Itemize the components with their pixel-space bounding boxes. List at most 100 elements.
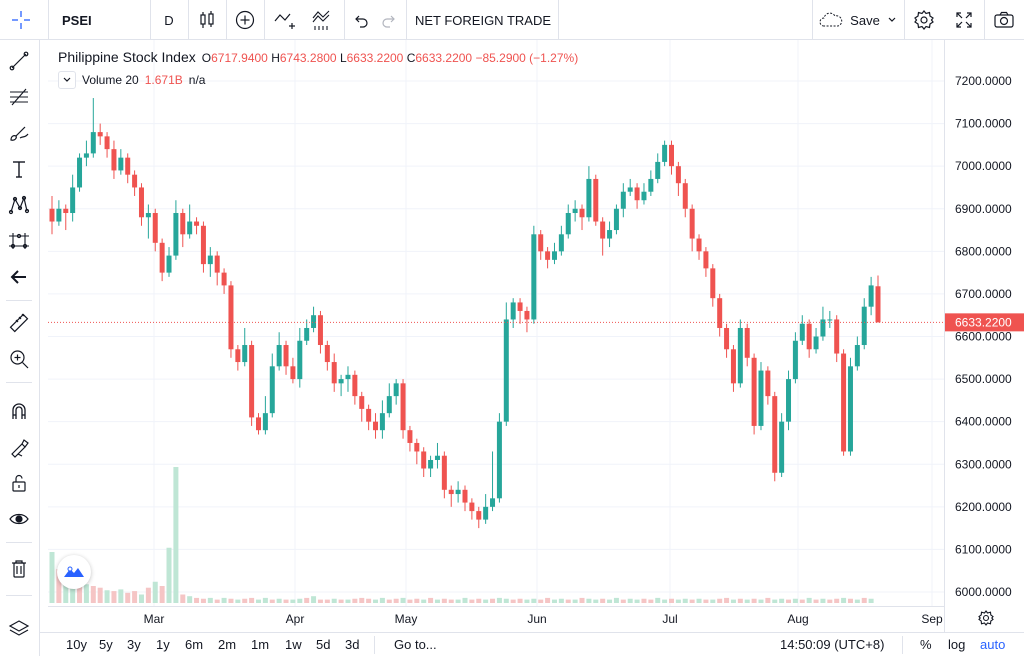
ruler-icon[interactable] — [2, 308, 36, 338]
chart-pane[interactable]: 7200.0000 7100.0000 7000.0000 6900.0000 6800… — [48, 40, 1024, 632]
text-icon[interactable] — [2, 154, 36, 184]
range-1m[interactable]: 1m — [251, 637, 270, 652]
fullscreen-icon[interactable] — [946, 0, 982, 40]
tradingview-logo-icon[interactable] — [57, 555, 91, 589]
candle-body — [579, 208, 585, 218]
brush-icon[interactable] — [2, 118, 36, 148]
candle-body — [194, 221, 200, 226]
camera-icon[interactable] — [986, 0, 1022, 40]
candle-body — [180, 213, 186, 235]
candle-body — [476, 511, 482, 520]
compare-add-icon[interactable] — [228, 0, 262, 40]
volume-bar — [503, 598, 509, 603]
range-1w[interactable]: 1w — [285, 637, 302, 652]
candle-body — [717, 298, 723, 328]
indicators-icon[interactable] — [268, 0, 304, 40]
templates-icon[interactable] — [306, 0, 342, 40]
symbol-search-button[interactable]: PSEI — [54, 0, 100, 40]
range-5d[interactable]: 5d — [316, 637, 331, 652]
crosshair-cursor-icon[interactable] — [2, 0, 40, 40]
candle-body — [173, 213, 179, 256]
fib-retracement-icon[interactable] — [2, 82, 36, 112]
volume-bar — [338, 599, 344, 603]
axis-settings-gear-icon[interactable] — [978, 610, 994, 626]
candle-body — [132, 174, 138, 188]
auto-scale-toggle[interactable]: auto — [980, 637, 1006, 652]
pattern-icon[interactable] — [2, 190, 36, 220]
volume-bar — [483, 599, 489, 603]
timezone-clock[interactable]: 14:50:09 (UTC+8) — [780, 637, 885, 652]
indicator-label: NET FOREIGN TRADE — [414, 12, 552, 28]
range-5y[interactable]: 5y — [99, 637, 113, 652]
candle-body — [228, 285, 234, 350]
interval-button[interactable]: D — [152, 0, 186, 40]
candlestick-chart[interactable]: 7200.0000 7100.0000 7000.0000 6900.0000 6800… — [48, 40, 1024, 632]
percent-scale-toggle[interactable]: % — [920, 637, 932, 652]
candle-body — [235, 349, 241, 363]
range-3y[interactable]: 3y — [127, 637, 141, 652]
volume-bar — [579, 597, 585, 603]
volume-bar — [70, 577, 76, 603]
price-axis-label: 6800.0000 — [955, 244, 1012, 258]
volume-bar — [724, 597, 730, 603]
last-price-badge — [945, 313, 1024, 332]
volume-bar — [242, 598, 248, 603]
range-10y[interactable]: 10y — [66, 637, 87, 652]
candle-body — [875, 286, 881, 323]
indicator-button[interactable]: NET FOREIGN TRADE — [408, 0, 558, 40]
volume-bar — [97, 587, 103, 603]
volume-bar — [304, 597, 310, 603]
candle-body — [145, 213, 151, 218]
candle-body — [586, 178, 592, 218]
volume-bar — [558, 598, 564, 603]
log-scale-toggle[interactable]: log — [948, 637, 966, 652]
candle-body — [600, 221, 606, 239]
settings-gear-icon[interactable] — [906, 0, 942, 40]
eye-icon[interactable] — [2, 504, 36, 534]
open-value: 6717.9400 — [211, 51, 268, 65]
range-3d[interactable]: 3d — [345, 637, 360, 652]
time-axis-label: Aug — [787, 612, 808, 626]
prediction-icon[interactable] — [2, 226, 36, 256]
undo-icon[interactable] — [348, 0, 374, 40]
volume-bar — [593, 599, 599, 603]
zoom-in-icon[interactable] — [2, 344, 36, 374]
candle-body — [207, 255, 213, 265]
time-axis-label: Sep — [921, 612, 943, 626]
time-axis-label: Apr — [286, 612, 305, 626]
volume-bar — [565, 599, 571, 603]
volume-bar — [607, 599, 613, 603]
candle-body — [641, 191, 647, 201]
volume-bar — [827, 599, 833, 603]
legend-collapse-chevron-icon[interactable] — [58, 71, 76, 89]
save-label: Save — [850, 12, 880, 28]
goto-date-button[interactable]: Go to... — [394, 637, 437, 652]
candle-body — [345, 374, 351, 380]
candle-body — [792, 340, 798, 380]
volume-bar — [765, 597, 771, 603]
volume-bar — [717, 598, 723, 603]
range-6m[interactable]: 6m — [185, 637, 204, 652]
trash-icon[interactable] — [2, 554, 36, 584]
volume-bar — [83, 584, 89, 603]
candle-body — [572, 208, 578, 214]
volume-bar — [366, 598, 372, 603]
candle-body — [297, 340, 303, 380]
redo-icon[interactable] — [376, 0, 402, 40]
ohlc-values: O6717.9400 H6743.2800 L6633.2200 C6633.2… — [202, 51, 578, 65]
volume-bar — [682, 598, 688, 603]
save-button[interactable]: Save — [816, 0, 882, 40]
candles-icon[interactable] — [190, 0, 224, 40]
volume-bar — [476, 598, 482, 603]
back-arrow-icon[interactable] — [2, 262, 36, 292]
volume-bar — [194, 597, 200, 603]
layers-icon[interactable] — [2, 614, 36, 644]
range-1y[interactable]: 1y — [156, 637, 170, 652]
range-2m[interactable]: 2m — [218, 637, 237, 652]
magnet-icon[interactable] — [2, 396, 36, 426]
save-menu-chevron-icon[interactable] — [882, 0, 902, 40]
unlock-icon[interactable] — [2, 468, 36, 498]
lock-drawings-icon[interactable] — [2, 432, 36, 462]
trend-line-icon[interactable] — [2, 46, 36, 76]
volume-bar — [359, 597, 365, 603]
